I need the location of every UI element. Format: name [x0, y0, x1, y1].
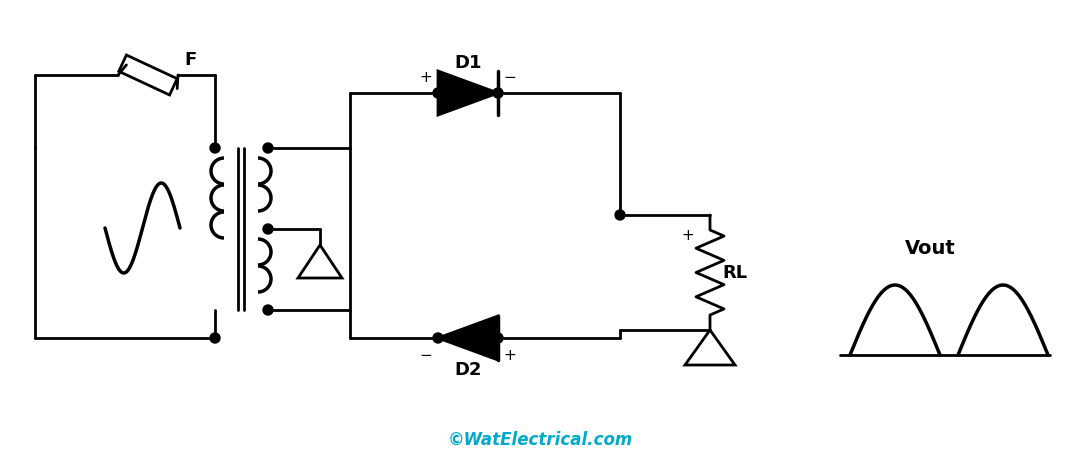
Circle shape	[433, 88, 443, 98]
Circle shape	[615, 210, 625, 220]
Circle shape	[493, 333, 503, 343]
Text: Vout: Vout	[904, 238, 955, 257]
Circle shape	[210, 333, 220, 343]
Circle shape	[263, 224, 273, 234]
Text: −: −	[504, 70, 517, 85]
Text: D1: D1	[454, 54, 481, 72]
Text: ©WatElectrical.com: ©WatElectrical.com	[448, 431, 632, 449]
Circle shape	[493, 88, 503, 98]
Polygon shape	[438, 316, 498, 360]
Circle shape	[263, 143, 273, 153]
Text: +: +	[420, 70, 433, 85]
Text: −: −	[420, 347, 433, 362]
Circle shape	[210, 143, 220, 153]
Polygon shape	[438, 71, 498, 115]
Text: +: +	[682, 227, 695, 242]
Text: +: +	[504, 347, 517, 362]
Circle shape	[263, 305, 273, 315]
Text: RL: RL	[723, 263, 748, 281]
Text: F: F	[183, 51, 196, 69]
Circle shape	[433, 333, 443, 343]
Text: D2: D2	[454, 361, 481, 379]
